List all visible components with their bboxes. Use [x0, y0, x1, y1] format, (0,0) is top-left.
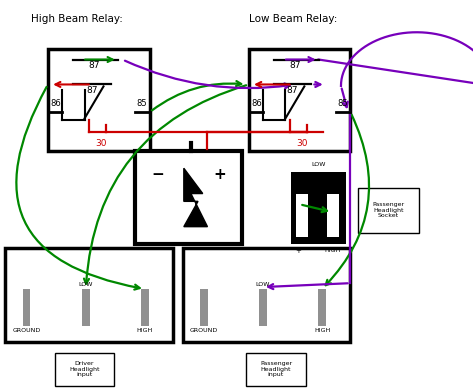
Text: GROUND: GROUND: [190, 328, 218, 334]
Text: HIGH: HIGH: [314, 328, 330, 334]
Text: 87: 87: [88, 61, 100, 70]
Text: 86: 86: [50, 99, 61, 108]
Text: 87: 87: [289, 61, 301, 70]
Text: 30: 30: [95, 138, 107, 147]
Bar: [23, 289, 30, 326]
Text: High Beam Relay:: High Beam Relay:: [31, 14, 123, 24]
Bar: [55, 353, 114, 386]
Text: Passenger
Headlight
Socket: Passenger Headlight Socket: [372, 202, 404, 219]
Text: Driver
Headlight
input: Driver Headlight input: [69, 361, 100, 377]
Bar: [82, 289, 90, 326]
Text: GROUND: GROUND: [13, 328, 41, 334]
Text: LOW: LOW: [311, 162, 326, 167]
Bar: [136, 151, 242, 244]
Text: HIGH: HIGH: [324, 248, 340, 253]
Bar: [357, 188, 419, 233]
Text: LOW: LOW: [79, 282, 93, 287]
Bar: [5, 248, 173, 342]
Text: 30: 30: [296, 138, 308, 147]
Bar: [249, 49, 350, 151]
Text: 86: 86: [251, 99, 262, 108]
Text: 85: 85: [337, 99, 348, 108]
Text: 87: 87: [86, 86, 98, 95]
Bar: [200, 289, 208, 326]
Bar: [327, 194, 338, 237]
Text: LOW: LOW: [256, 282, 270, 287]
Bar: [182, 248, 350, 342]
Bar: [141, 289, 149, 326]
Bar: [48, 49, 150, 151]
Text: Passenger
Headlight
input: Passenger Headlight input: [260, 361, 292, 377]
Text: Low Beam Relay:: Low Beam Relay:: [249, 14, 337, 24]
Text: −: −: [152, 167, 164, 181]
Bar: [296, 194, 308, 237]
Text: 87: 87: [287, 86, 298, 95]
Bar: [292, 172, 346, 244]
Bar: [259, 289, 267, 326]
Polygon shape: [184, 168, 208, 227]
Text: 85: 85: [137, 99, 147, 108]
Text: +: +: [213, 167, 226, 181]
Bar: [246, 353, 306, 386]
Text: HIGH: HIGH: [137, 328, 153, 334]
Bar: [318, 289, 326, 326]
Text: +: +: [295, 248, 301, 254]
